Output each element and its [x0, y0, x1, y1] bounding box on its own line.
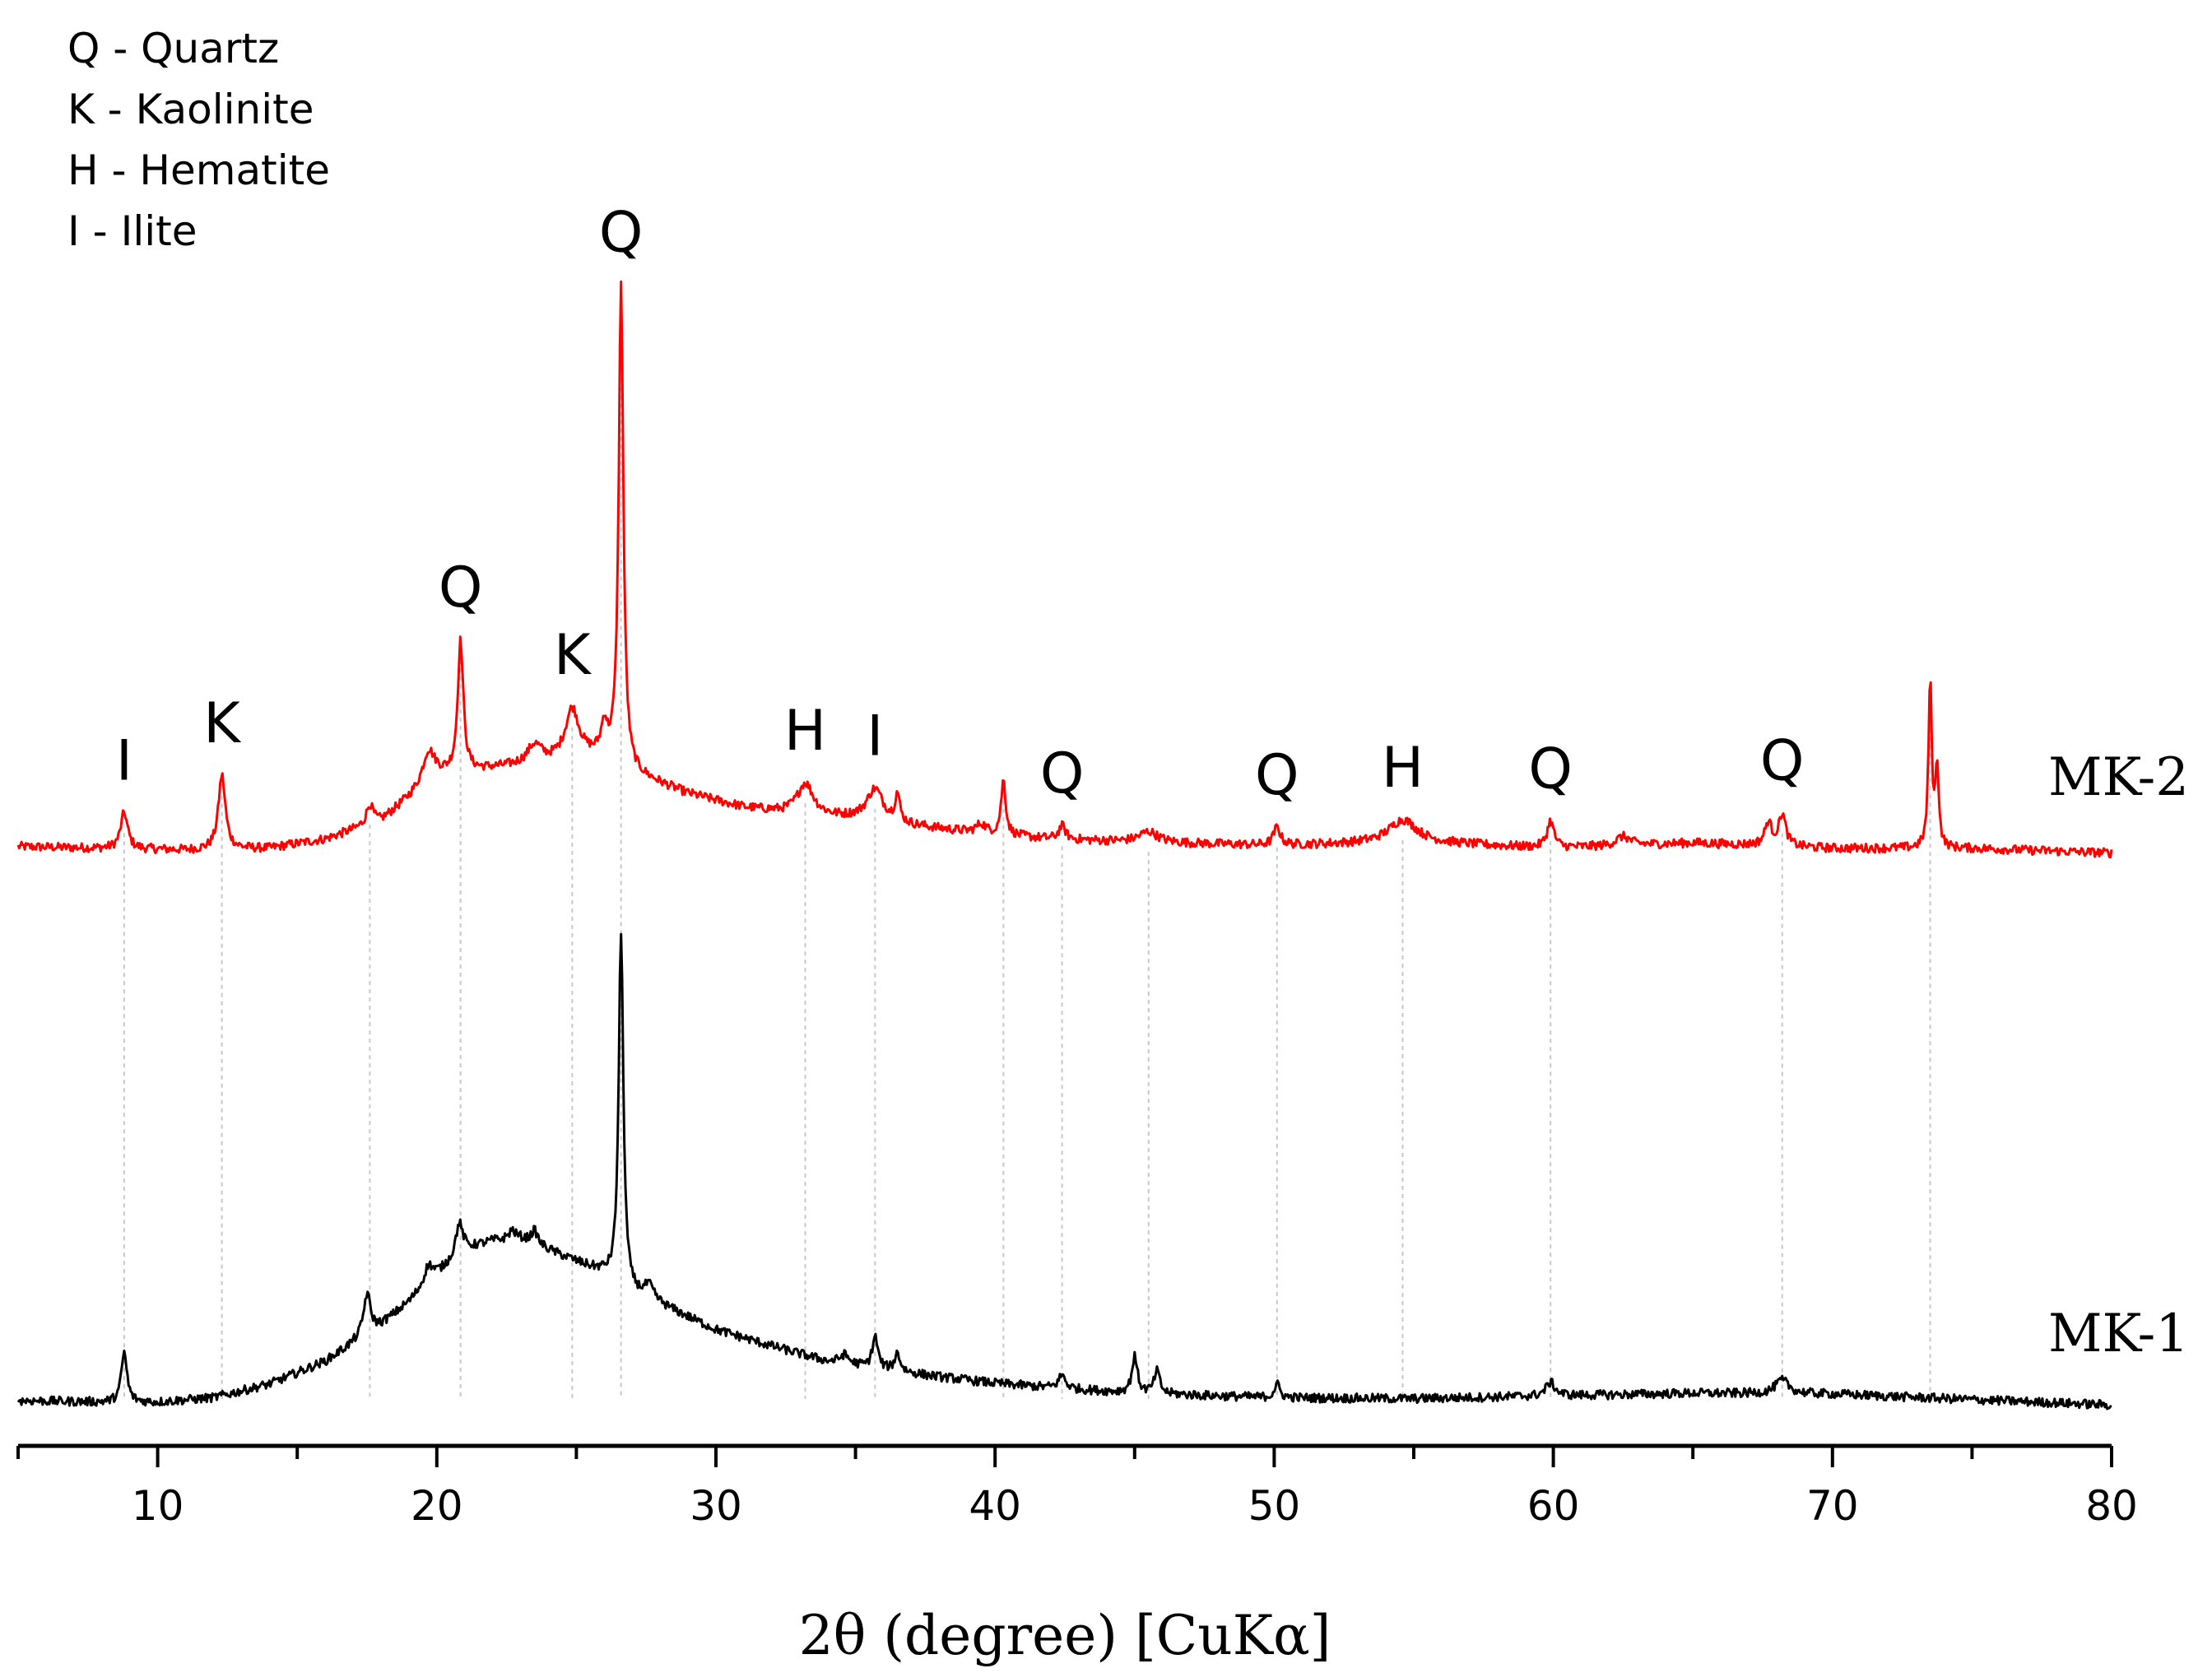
legend-item-ilite: I - Ilite: [67, 207, 197, 255]
peak-label: K: [203, 691, 242, 756]
x-axis-title: 2θ (degree) [CuKα]: [799, 1604, 1331, 1667]
x-tick-label: 60: [1527, 1482, 1580, 1530]
reference-lines: [123, 304, 1931, 1399]
x-tick-label: 20: [411, 1482, 463, 1530]
peak-label: H: [1382, 736, 1424, 801]
legend-item-quartz: Q - Quartz: [67, 25, 279, 72]
x-tick-label: 40: [969, 1482, 1021, 1530]
x-axis-ticks: 10 20 30 40 50 60 70 80: [16, 1446, 2138, 1530]
legend-item-hematite: H - Hematite: [67, 146, 330, 194]
x-tick-label: 10: [132, 1482, 184, 1530]
series-line-mk-1: [16, 932, 2112, 1410]
peak-label: Q: [1760, 729, 1805, 794]
legend: Q - Quartz K - Kaolinite H - Hematite I …: [67, 25, 330, 255]
peak-label: Q: [1040, 741, 1085, 806]
series-label-mk-1: MK-1: [2048, 1304, 2189, 1364]
peak-label: Q: [599, 201, 644, 266]
peak-label: I: [867, 704, 883, 769]
x-tick-label: 30: [690, 1482, 742, 1530]
x-tick-label: 80: [2085, 1482, 2138, 1530]
peak-label: I: [116, 728, 132, 793]
legend-item-kaolinite: K - Kaolinite: [67, 86, 314, 133]
peak-label: H: [784, 699, 826, 764]
peak-label: K: [554, 623, 592, 688]
x-tick-label: 70: [1806, 1482, 1859, 1530]
peak-label: Q: [439, 555, 483, 620]
series-line-mk-2: [16, 280, 2113, 859]
peak-label: Q: [1528, 737, 1573, 802]
series-label-mk-2: MK-2: [2048, 747, 2189, 808]
x-tick-label: 50: [1248, 1482, 1301, 1530]
peak-label: Q: [1255, 743, 1299, 808]
